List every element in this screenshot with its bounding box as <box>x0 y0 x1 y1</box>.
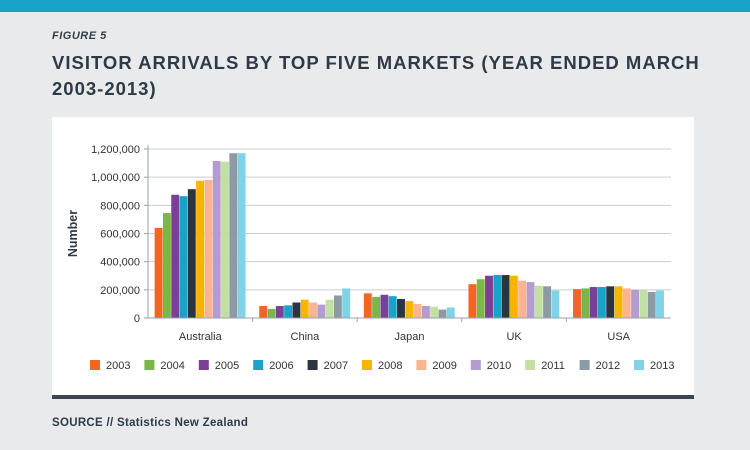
bar-japan-2003 <box>363 293 372 318</box>
bar-uk-2009 <box>518 280 527 318</box>
x-tick-label: USA <box>607 331 630 343</box>
bar-australia-2010 <box>212 160 221 318</box>
legend-swatch-2009 <box>416 360 427 370</box>
bar-usa-2009 <box>622 288 631 318</box>
legend-swatch-2005 <box>198 360 209 370</box>
y-axis-label: Number <box>66 210 80 257</box>
y-tick-label: 1,200,000 <box>91 144 140 156</box>
y-tick-label: 1,000,000 <box>91 172 140 184</box>
bar-australia-2008 <box>196 180 205 318</box>
legend-swatch-2003 <box>90 360 100 370</box>
bar-chart: 0 200,000 400,000 600,000 800,000 1,000,000 1,… <box>66 144 674 372</box>
bar-australia-2005 <box>171 194 180 318</box>
x-tick-label: UK <box>506 331 522 343</box>
legend-label-2003: 2003 <box>106 360 130 372</box>
x-tick-label: Australia <box>179 331 223 343</box>
bar-australia-2004 <box>162 213 171 318</box>
bar-china-2008 <box>300 299 309 318</box>
bar-uk-2007 <box>501 275 510 318</box>
bar-uk-2003 <box>468 284 477 318</box>
bar-uk-2012 <box>543 286 552 318</box>
bar-china-2005 <box>275 306 284 318</box>
chart-title: VISITOR ARRIVALS BY TOP FIVE MARKETS (YE… <box>52 52 700 99</box>
bar-uk-2005 <box>485 275 493 318</box>
bar-australia-2007 <box>187 189 196 318</box>
bar-china-2004 <box>267 308 276 318</box>
bar-uk-2013 <box>551 290 560 318</box>
legend-label-2009: 2009 <box>432 360 456 372</box>
legend-swatch-2010 <box>470 360 481 370</box>
bar-china-2007 <box>292 302 301 318</box>
bar-japan-2013 <box>446 307 455 318</box>
bar-usa-2010 <box>631 289 640 318</box>
bar-china-2011 <box>325 299 334 318</box>
bar-australia-2011 <box>221 161 229 318</box>
bar-uk-2011 <box>534 285 543 318</box>
y-tick-label: 0 <box>134 313 140 325</box>
bar-china-2003 <box>259 306 268 318</box>
bar-china-2010 <box>317 304 326 318</box>
bar-japan-2005 <box>380 294 389 318</box>
bar-china-2012 <box>333 295 342 318</box>
bar-japan-2006 <box>388 296 397 318</box>
bar-usa-2006 <box>597 287 606 318</box>
x-tick-label: China <box>291 331 321 343</box>
bar-china-2006 <box>284 305 293 318</box>
bar-australia-2009 <box>204 179 213 318</box>
x-tick-label: Japan <box>395 331 425 343</box>
bar-usa-2005 <box>589 287 598 318</box>
legend-label-2012: 2012 <box>596 360 620 372</box>
y-tick-label: 400,000 <box>100 257 140 269</box>
bar-australia-2012 <box>229 153 238 318</box>
bar-australia-2003 <box>154 227 163 318</box>
legend-swatch-2004 <box>144 360 155 370</box>
bar-japan-2004 <box>372 296 381 318</box>
legend-label-2010: 2010 <box>487 360 511 372</box>
y-tick-label: 200,000 <box>100 285 140 297</box>
legend-label-2008: 2008 <box>378 360 402 372</box>
legend-swatch-2008 <box>362 360 372 370</box>
bar-usa-2008 <box>614 286 623 318</box>
legend-swatch-2013 <box>634 360 644 370</box>
legend-swatch-2006 <box>253 360 264 370</box>
legend-swatch-2007 <box>307 360 318 370</box>
legend-label-2011: 2011 <box>541 360 565 372</box>
bar-china-2013 <box>342 288 351 318</box>
legend-label-2007: 2007 <box>324 360 348 372</box>
y-tick-label: 600,000 <box>100 229 140 241</box>
legend-label-2004: 2004 <box>160 360 184 372</box>
top-accent-bar <box>0 0 750 12</box>
bar-uk-2006 <box>493 275 502 318</box>
legend-swatch-2012 <box>579 360 590 370</box>
y-tick-label: 800,000 <box>100 200 140 212</box>
bar-australia-2006 <box>179 196 188 318</box>
figure-label: FIGURE 5 <box>52 30 107 42</box>
bar-usa-2012 <box>647 291 656 318</box>
panel-bottom-rule <box>52 395 694 399</box>
chart-panel: 0 200,000 400,000 600,000 800,000 1,000,000 1,… <box>52 117 694 395</box>
bar-usa-2007 <box>606 286 615 318</box>
legend-label-2013: 2013 <box>650 360 674 372</box>
bar-uk-2004 <box>476 279 485 318</box>
bar-uk-2010 <box>526 282 535 318</box>
bar-usa-2013 <box>656 290 664 318</box>
legend-label-2006: 2006 <box>269 360 293 372</box>
bar-usa-2011 <box>639 289 648 318</box>
bar-usa-2004 <box>581 288 590 318</box>
bar-uk-2008 <box>509 275 518 318</box>
bar-australia-2013 <box>237 153 246 318</box>
legend-label-2005: 2005 <box>215 360 239 372</box>
bar-usa-2003 <box>573 289 581 318</box>
bar-japan-2010 <box>421 306 430 318</box>
bar-japan-2012 <box>438 309 447 318</box>
bar-china-2009 <box>309 302 317 318</box>
source-note: SOURCE // Statistics New Zealand <box>52 417 249 429</box>
legend-swatch-2011 <box>525 360 536 370</box>
bar-japan-2007 <box>397 298 405 318</box>
bar-japan-2011 <box>430 306 439 318</box>
bar-japan-2008 <box>405 301 414 318</box>
bar-japan-2009 <box>413 303 422 318</box>
